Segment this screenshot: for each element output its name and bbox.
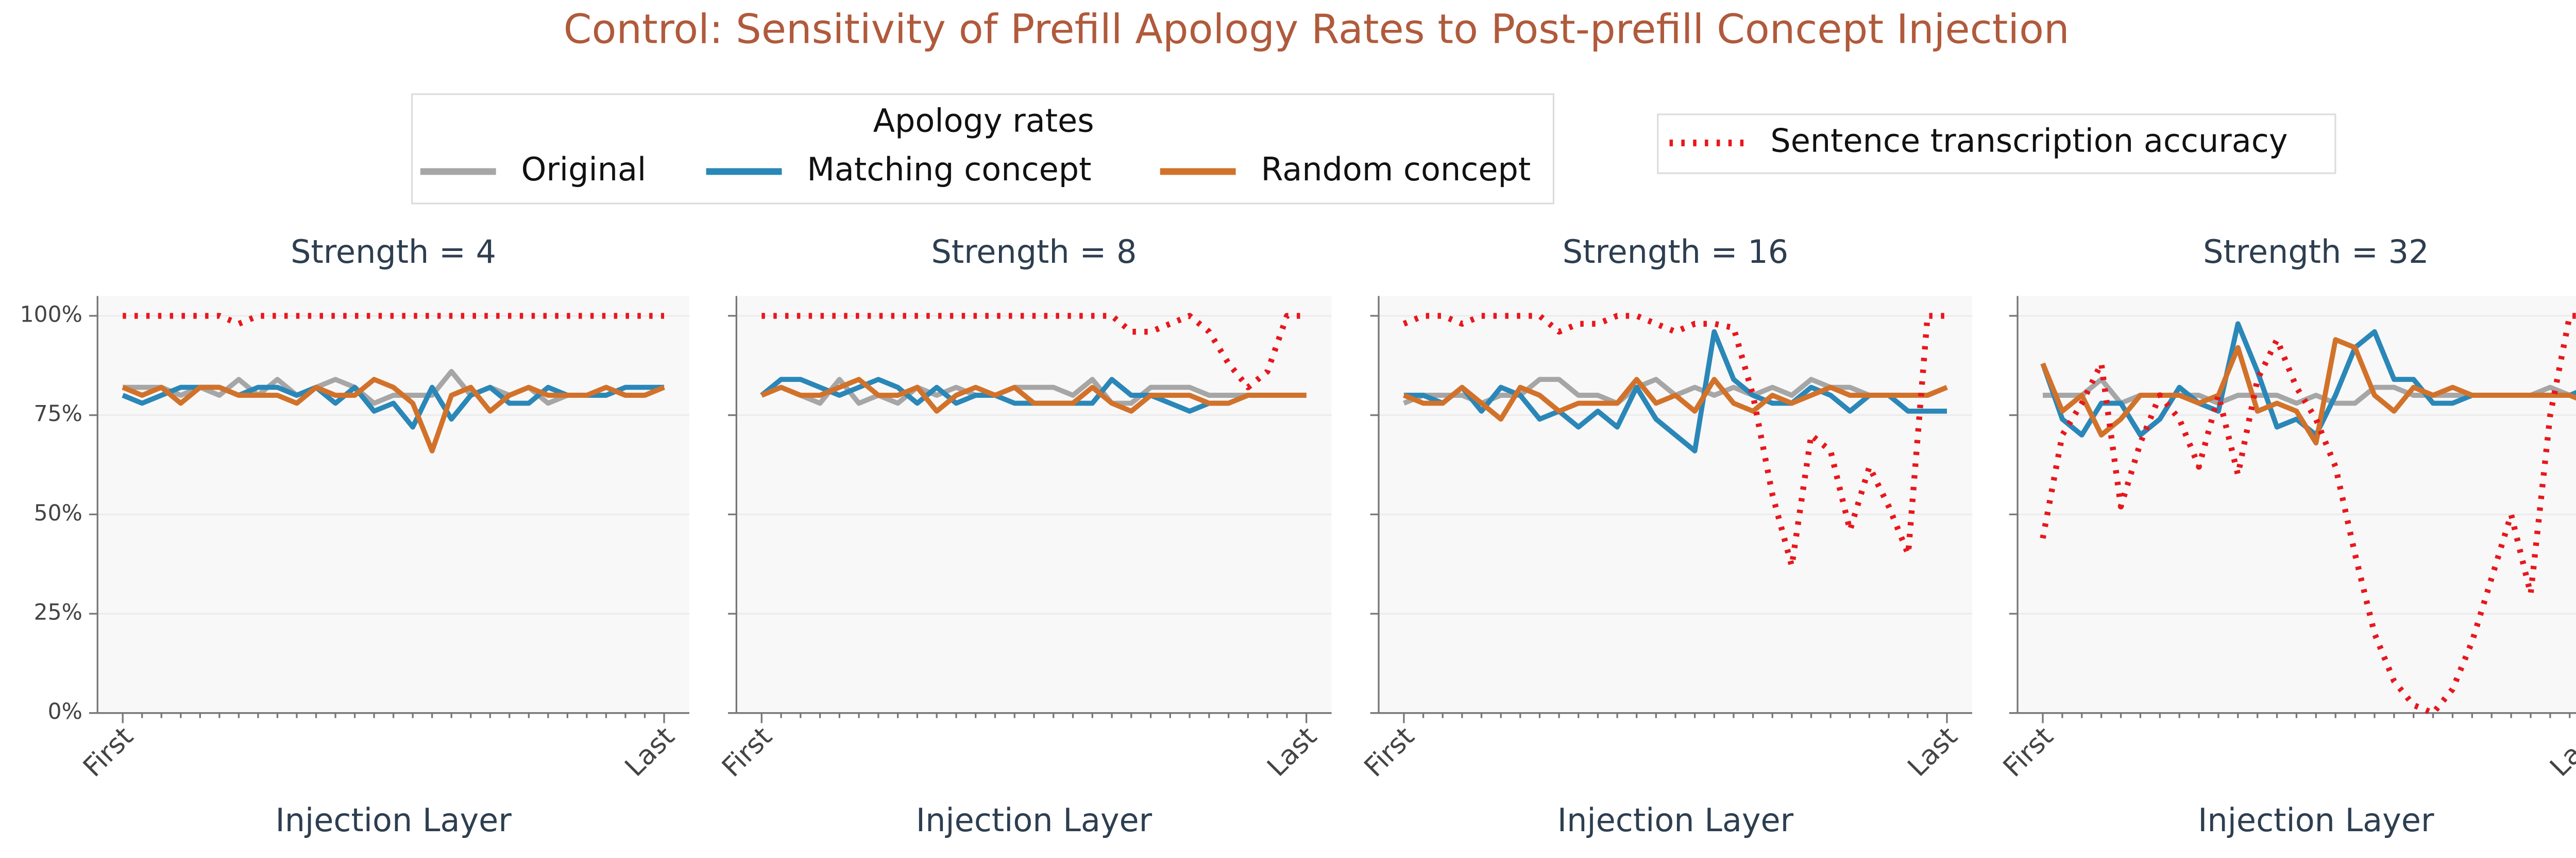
- x-tick-label: Last: [2544, 721, 2576, 783]
- y-tick-label: 25%: [34, 600, 82, 625]
- series-line: [760, 377, 1307, 414]
- series-line: [2040, 337, 2576, 446]
- x-tick-label: Last: [619, 721, 681, 783]
- series-line: [122, 377, 665, 453]
- series-line: [1403, 329, 1947, 453]
- plot-background: [736, 296, 1332, 713]
- x-tick-label: Last: [1261, 721, 1323, 783]
- plot-background: [97, 296, 689, 713]
- y-tick-label: 50%: [34, 501, 82, 526]
- series-line: [1403, 377, 1948, 422]
- series-line: [760, 377, 1307, 406]
- panel-title: Strength = 32: [2203, 233, 2429, 271]
- x-tick-label: First: [716, 721, 778, 783]
- y-tick-label: 0%: [48, 699, 82, 725]
- x-axis-label: Injection Layer: [275, 801, 512, 839]
- plot-background: [2018, 296, 2576, 713]
- panel-title: Strength = 16: [1563, 233, 1788, 271]
- series-line: [761, 313, 1307, 391]
- panel-title: Strength = 8: [931, 233, 1137, 271]
- chart-title: Control: Sensitivity of Prefill Apology …: [564, 6, 2070, 53]
- series-line: [1402, 313, 1947, 569]
- series-line: [123, 313, 665, 327]
- legend-box: [1657, 113, 2336, 174]
- legend-label: Original: [521, 150, 647, 188]
- legend-title: Apology rates: [873, 102, 1094, 139]
- x-tick-label: First: [77, 721, 139, 783]
- panel-title: Strength = 4: [291, 233, 496, 271]
- plot-background: [1378, 296, 1972, 713]
- legend-box: [411, 93, 1555, 205]
- x-axis-label: Injection Layer: [2198, 801, 2434, 839]
- x-tick-label: First: [1359, 721, 1420, 783]
- legend-label: Matching concept: [807, 150, 1091, 188]
- x-tick-label: Last: [1902, 721, 1963, 783]
- legend-label: Sentence transcription accuracy: [1770, 122, 2287, 159]
- series-line: [2040, 313, 2576, 716]
- x-tick-label: First: [1997, 721, 2059, 783]
- y-tick-label: 75%: [34, 401, 82, 427]
- y-tick-label: 100%: [20, 302, 82, 327]
- x-axis-label: Injection Layer: [916, 801, 1153, 839]
- legend-label: Random concept: [1261, 150, 1531, 188]
- x-axis-label: Injection Layer: [1557, 801, 1794, 839]
